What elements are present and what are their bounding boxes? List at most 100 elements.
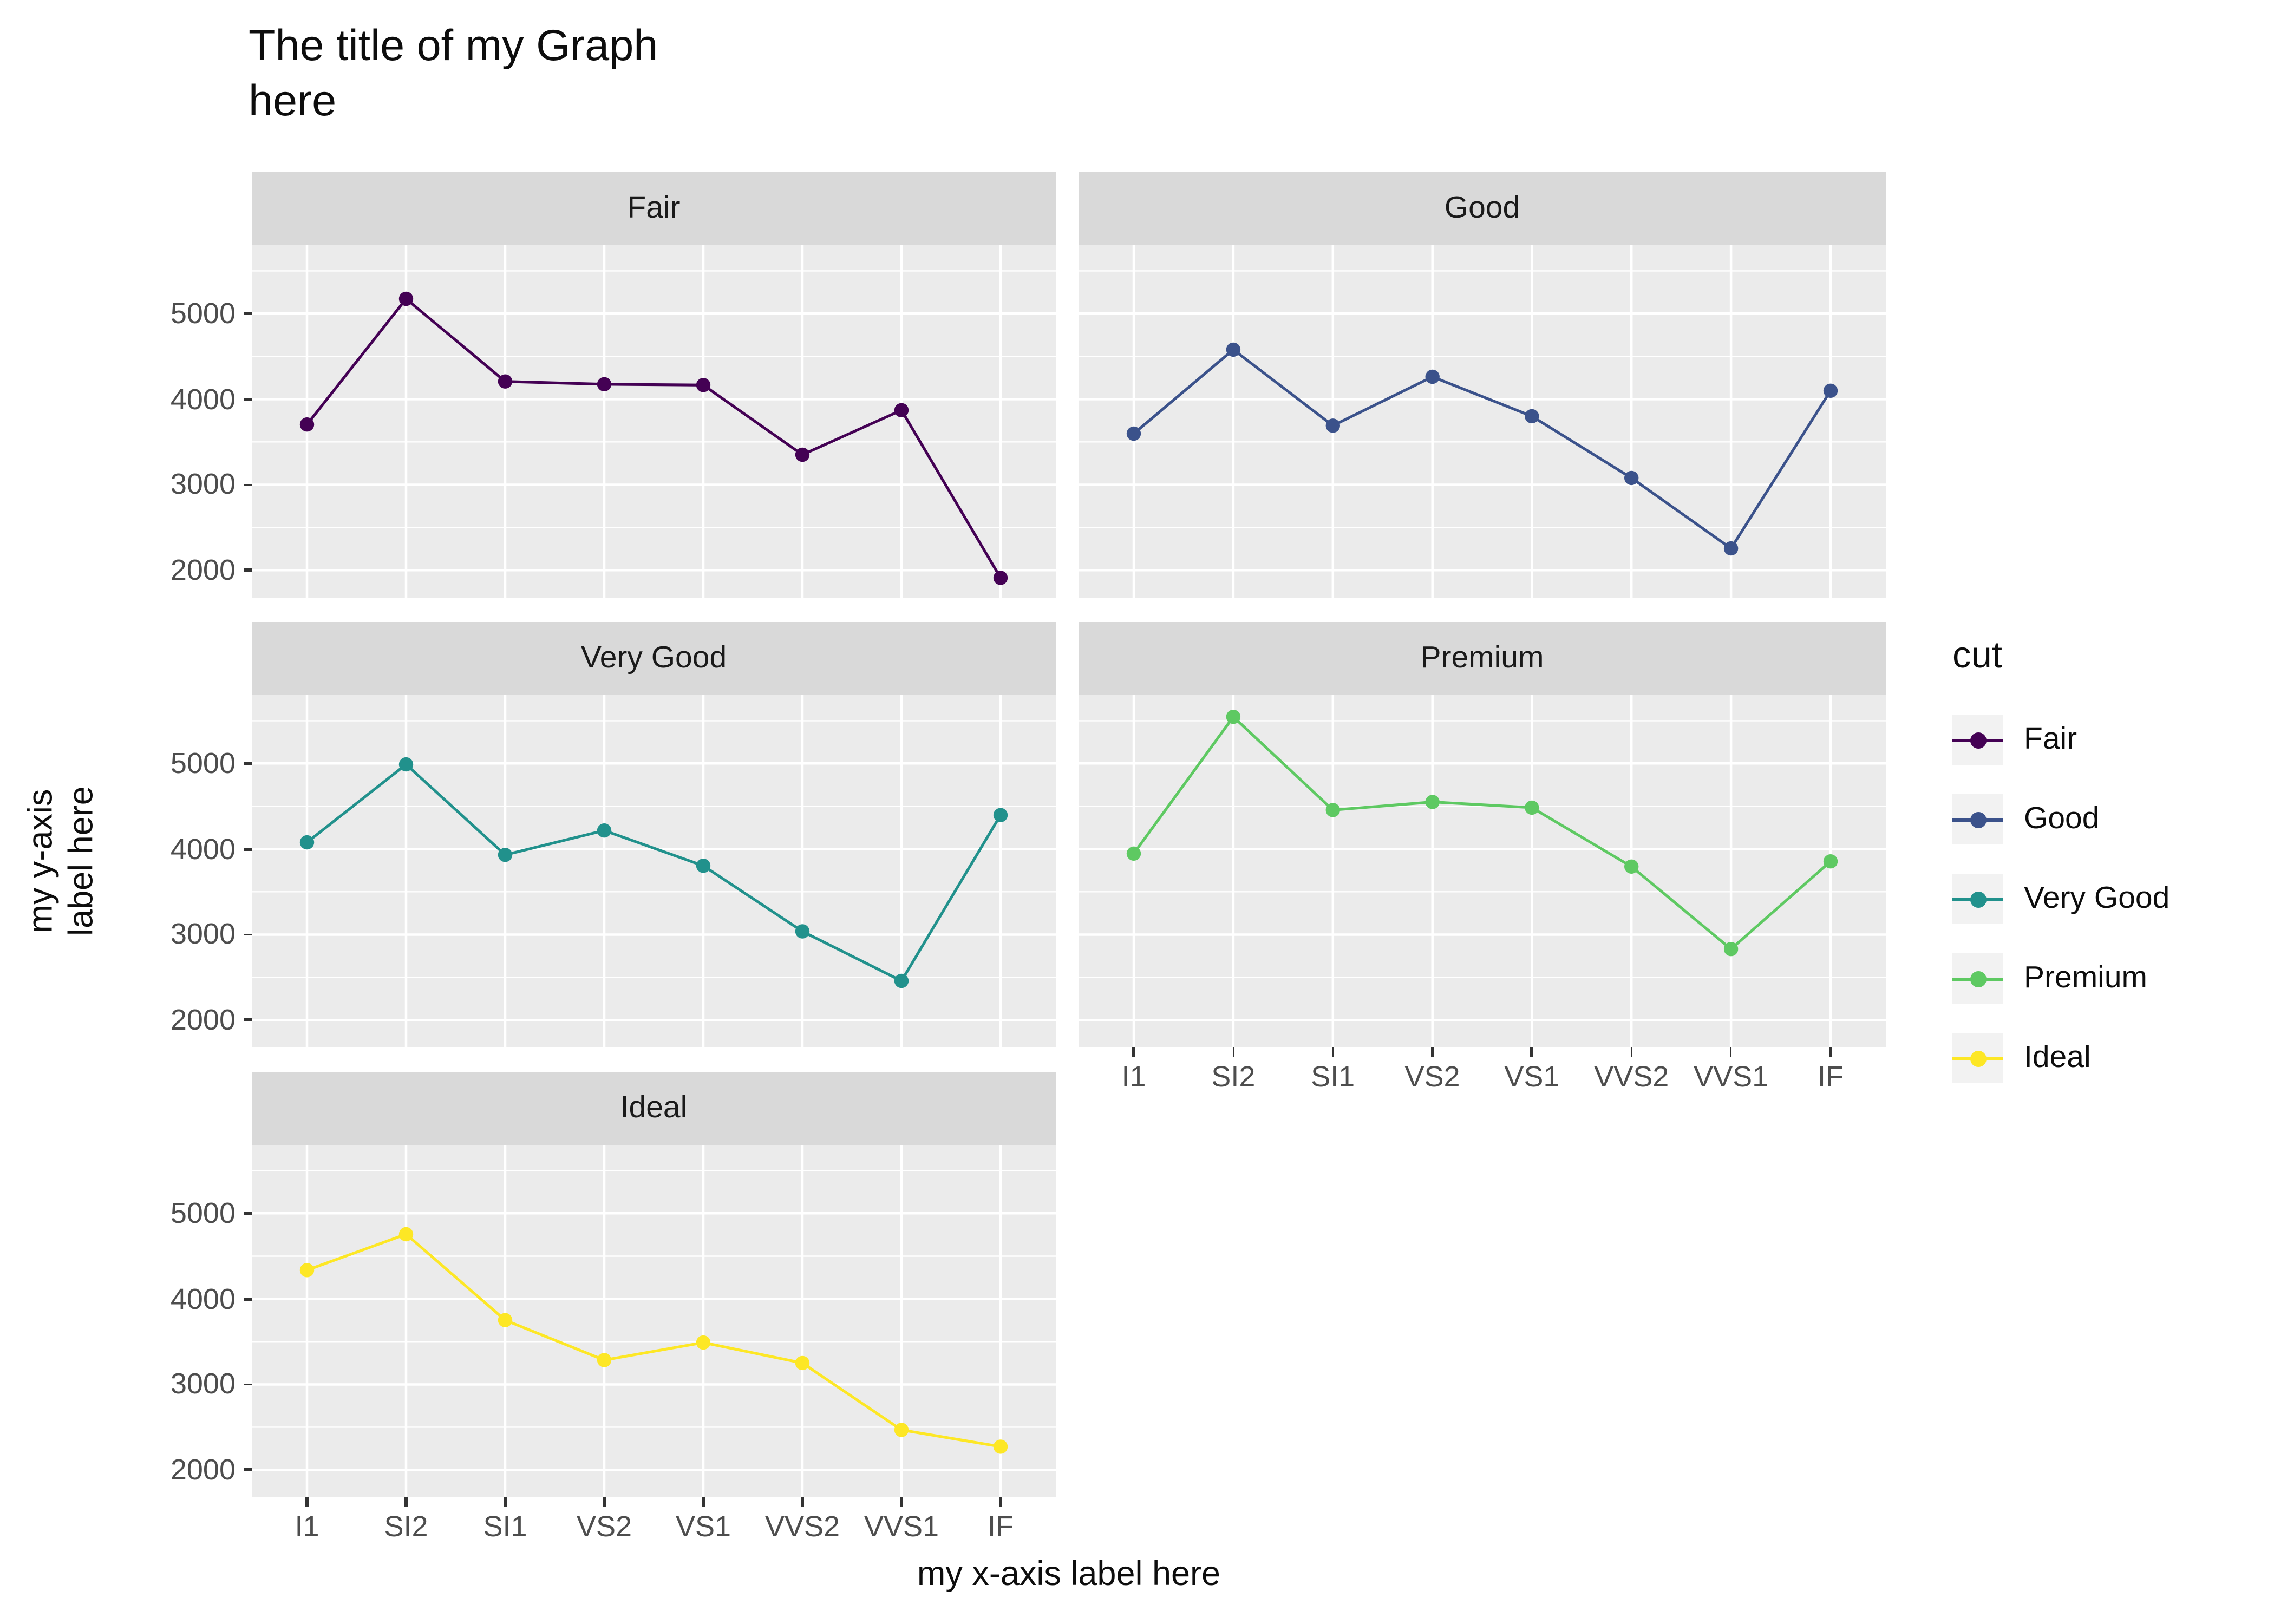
facet-panel-very-good [252, 695, 1056, 1047]
y-tick-mark [243, 312, 252, 315]
legend-label: Good [2024, 801, 2100, 836]
y-tick-mark [243, 569, 252, 572]
data-point [398, 291, 414, 306]
x-tick-mark [1531, 1047, 1533, 1057]
x-tick-mark [1829, 1047, 1832, 1057]
legend-label: Fair [2024, 722, 2077, 756]
y-tick-label: 2000 [170, 554, 236, 587]
data-point [597, 377, 612, 391]
legend-dot-icon [1969, 890, 1986, 907]
x-tick-mark [1729, 1047, 1733, 1057]
x-tick-mark [1630, 1047, 1633, 1057]
facet-panel-premium [1079, 695, 1886, 1047]
data-point [299, 417, 315, 432]
y-tick-label: 5000 [170, 297, 236, 330]
x-tick-label: VVS1 [1694, 1060, 1769, 1093]
legend: cut Fair Good Very Good Premium Ideal [1952, 633, 2269, 1098]
data-point [299, 835, 315, 850]
data-point [597, 1353, 612, 1367]
data-point [1723, 541, 1739, 556]
legend-label: Premium [2024, 960, 2148, 995]
legend-key-premium [1952, 953, 2003, 1004]
x-tick-mark [801, 1497, 804, 1507]
chart-title: The title of my Graph here [249, 21, 658, 125]
x-tick-mark [504, 1497, 507, 1507]
data-point [1723, 942, 1739, 957]
data-point [398, 1227, 414, 1242]
facet-panel-fair [252, 245, 1056, 598]
data-point [894, 1423, 909, 1437]
x-tick-label: VVS1 [864, 1510, 939, 1543]
legend-item-premium: Premium [1952, 939, 2269, 1018]
data-point [1325, 418, 1340, 433]
facet-panel-ideal [252, 1145, 1056, 1497]
data-point [498, 848, 513, 862]
x-tick-label: VS1 [675, 1510, 731, 1543]
series-line-fair [305, 297, 1002, 579]
legend-dot-icon [1969, 811, 1986, 828]
y-tick-label: 3000 [170, 918, 236, 951]
series-line-very-good [306, 762, 1002, 983]
legend-dot-icon [1969, 731, 1986, 748]
y-tick-mark [243, 1298, 252, 1300]
y-tick-mark [243, 933, 252, 936]
y-tick-label: 4000 [170, 383, 236, 416]
y-tick-label: 5000 [170, 747, 236, 780]
data-point [993, 808, 1008, 822]
x-tick-label: VS1 [1504, 1060, 1560, 1093]
legend-label: Ideal [2024, 1040, 2091, 1075]
data-point [498, 374, 513, 389]
data-point [498, 1313, 513, 1327]
facet-strip-very-good: Very Good [252, 622, 1056, 695]
legend-dot-icon [1969, 1050, 1986, 1066]
data-point [1624, 859, 1639, 874]
data-point [1823, 383, 1838, 398]
y-tick-label: 4000 [170, 1282, 236, 1315]
legend-key-very-good [1952, 874, 2003, 924]
data-point [795, 924, 810, 939]
y-tick-mark [243, 1383, 252, 1386]
y-tick-mark [243, 1019, 252, 1021]
series-line-premium [1132, 715, 1832, 951]
legend-item-fair: Fair [1952, 700, 2269, 780]
legend-dot-icon [1969, 970, 1986, 987]
x-tick-label: SI1 [483, 1510, 527, 1543]
x-tick-label: IF [988, 1510, 1014, 1543]
series-line-ideal [306, 1233, 1001, 1448]
legend-item-ideal: Ideal [1952, 1018, 2269, 1098]
data-point [1525, 409, 1539, 424]
data-point [993, 571, 1008, 585]
data-point [299, 1263, 315, 1278]
legend-label: Very Good [2024, 881, 2170, 915]
x-tick-mark [1132, 1047, 1135, 1057]
data-point [894, 973, 909, 988]
data-point [398, 757, 414, 772]
data-point [1425, 369, 1440, 384]
data-point [597, 823, 612, 838]
data-point [1823, 854, 1838, 869]
legend-title: cut [1952, 633, 2003, 676]
y-tick-label: 3000 [170, 468, 236, 501]
y-tick-label: 4000 [170, 833, 236, 866]
x-tick-mark [404, 1497, 408, 1507]
legend-key-fair [1952, 715, 2003, 765]
x-tick-mark [305, 1497, 309, 1507]
x-axis-title: my x-axis label here [917, 1556, 1221, 1593]
y-tick-label: 5000 [170, 1197, 236, 1230]
y-tick-label: 2000 [170, 1004, 236, 1037]
x-tick-label: IF [1818, 1060, 1844, 1093]
data-point [1525, 800, 1539, 815]
y-tick-mark [243, 1469, 252, 1471]
data-point [696, 1335, 711, 1350]
legend-item-very-good: Very Good [1952, 859, 2269, 939]
x-tick-label: VVS2 [764, 1510, 840, 1543]
x-tick-label: VS2 [1404, 1060, 1460, 1093]
facet-panel-good [1079, 245, 1886, 598]
data-point [1126, 846, 1141, 861]
data-point [1226, 342, 1241, 357]
data-point [894, 403, 909, 417]
data-point [993, 1439, 1008, 1454]
x-tick-mark [1331, 1047, 1334, 1057]
data-point [1624, 470, 1639, 486]
